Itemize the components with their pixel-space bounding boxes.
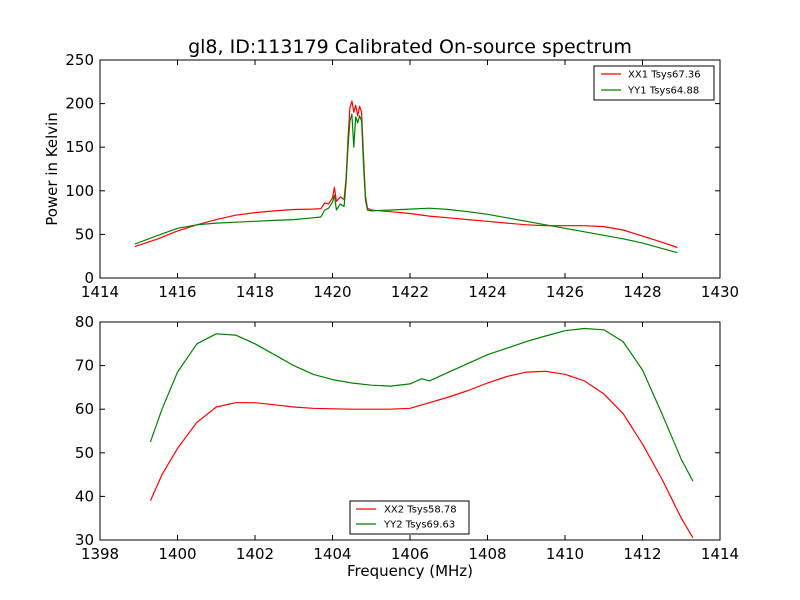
y-tick-label: 100	[65, 182, 94, 200]
x-tick-label: 1430	[701, 283, 739, 301]
y-tick-label: 250	[65, 51, 94, 69]
x-tick-label: 1400	[158, 545, 196, 563]
top-series-line-2	[134, 113, 678, 254]
y-tick-label: 30	[75, 531, 94, 549]
top-legend: XX1 Tsys67.36 YY1 Tsys64.88	[593, 65, 715, 101]
legend-label-xx2: XX2 Tsys58.78	[384, 505, 457, 516]
x-tick-label: 1402	[236, 545, 274, 563]
top-series-lines	[134, 100, 678, 254]
x-tick-label: 1424	[468, 283, 506, 301]
bottom-legend: XX2 Tsys58.78 YY2 Tsys69.63	[349, 500, 470, 535]
x-tick-label: 1420	[313, 283, 351, 301]
bottom-series-lines	[149, 327, 694, 539]
y-tick-label: 150	[65, 138, 94, 156]
x-tick-label: 1416	[158, 283, 196, 301]
top-y-axis-label: Power in Kelvin	[43, 112, 61, 226]
x-tick-label: 1406	[391, 545, 429, 563]
x-tick-label: 1414	[81, 283, 119, 301]
bottom-panel: 1398 1400 1402 1404 1406 1408 1410 1412 1414 30 40…	[75, 313, 739, 563]
y-tick-label: 40	[75, 487, 94, 505]
y-tick-label: 200	[65, 95, 94, 113]
x-tick-label: 1422	[391, 283, 429, 301]
legend-label-yy2: YY2 Tsys69.63	[383, 520, 455, 531]
x-tick-label: 1404	[313, 545, 351, 563]
legend-label-yy1: YY1 Tsys64.88	[627, 86, 699, 97]
bottom-series-line-2	[149, 327, 694, 482]
x-tick-label: 1428	[623, 283, 661, 301]
x-tick-label: 1412	[623, 545, 661, 563]
top-series-line-1	[134, 100, 678, 249]
y-tick-label: 0	[84, 269, 94, 287]
bottom-series-line-1	[149, 370, 694, 539]
bottom-legend-box	[349, 500, 470, 535]
x-tick-label: 1426	[546, 283, 584, 301]
x-tick-label: 1414	[701, 545, 739, 563]
chart-title: gl8, ID:113179 Calibrated On-source spec…	[188, 36, 632, 58]
y-tick-label: 60	[75, 400, 94, 418]
legend-label-xx1: XX1 Tsys67.36	[628, 70, 701, 81]
y-tick-label: 80	[75, 313, 94, 331]
top-panel: 1414 1416 1418 1420 1422 1424 1426 1428 1430 0 50 1…	[43, 51, 739, 301]
x-tick-label: 1418	[236, 283, 274, 301]
y-tick-label: 70	[75, 357, 94, 375]
top-axis-ticks: 1414 1416 1418 1420 1422 1424 1426 1428 1430 0 50 1…	[65, 51, 739, 301]
top-legend-box	[593, 65, 715, 101]
x-tick-label: 1398	[81, 545, 119, 563]
x-axis-label: Frequency (MHz)	[347, 562, 473, 580]
y-tick-label: 50	[75, 225, 94, 243]
y-tick-label: 50	[75, 444, 94, 462]
bottom-axis-ticks: 1398 1400 1402 1404 1406 1408 1410 1412 1414 30 40…	[75, 313, 739, 563]
x-tick-label: 1410	[546, 545, 584, 563]
x-tick-label: 1408	[468, 545, 506, 563]
